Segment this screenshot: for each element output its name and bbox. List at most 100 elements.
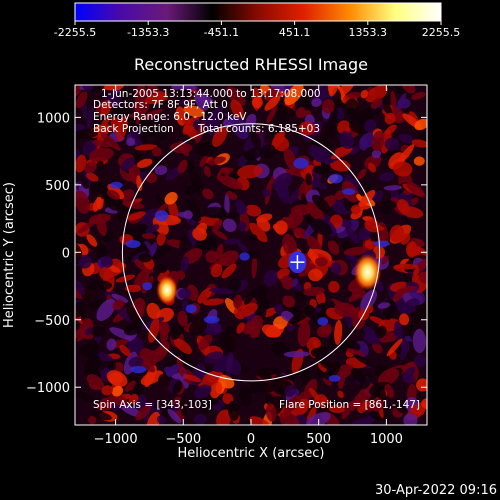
- heatmap-blob: [107, 361, 117, 371]
- heatmap-blob: [311, 98, 322, 107]
- heatmap-cold-spot: [342, 188, 356, 195]
- heatmap-blob: [261, 324, 282, 338]
- annotation-flare-position: Flare Position = [861,-147]: [279, 399, 420, 411]
- heatmap-blob: [112, 299, 125, 311]
- heatmap-blob: [171, 85, 198, 91]
- heatmap-blob: [379, 96, 393, 116]
- heatmap-blob: [353, 353, 375, 368]
- heatmap-blob: [194, 91, 210, 111]
- heatmap-blob: [153, 341, 170, 362]
- bright-source: [353, 253, 382, 292]
- heatmap-blob: [134, 259, 154, 273]
- annotation-spin-axis: Spin Axis = [343,-103]: [93, 399, 212, 411]
- heatmap-blob: [179, 398, 187, 417]
- heatmap-blob: [282, 295, 295, 308]
- heatmap-blob: [394, 263, 419, 270]
- heatmap-blob: [414, 118, 427, 131]
- heatmap-blob: [120, 157, 135, 172]
- heatmap-cold-spot: [239, 252, 250, 261]
- heatmap-blob: [315, 182, 328, 190]
- heatmap-blob: [87, 415, 97, 425]
- heatmap-blob: [86, 172, 99, 182]
- heatmap-blob: [309, 218, 332, 236]
- heatmap-blob: [254, 366, 280, 377]
- heatmap-blob: [313, 149, 325, 163]
- heatmap-blob: [281, 310, 294, 322]
- heatmap-blob: [195, 397, 219, 406]
- heatmap-blob: [281, 275, 293, 290]
- heatmap-blob: [367, 162, 377, 173]
- heatmap-blob: [396, 285, 416, 295]
- x-tick-labels: −1000 −500 0 500 1000: [94, 432, 403, 447]
- heatmap-blob: [145, 93, 165, 105]
- heatmap-blob: [86, 374, 105, 390]
- heatmap-blob: [415, 304, 427, 321]
- heatmap-blob: [339, 131, 354, 149]
- heatmap-blob: [136, 158, 153, 168]
- heatmap-blob: [192, 227, 207, 241]
- spin-axis-marker: [290, 255, 305, 270]
- heatmap-blob: [399, 313, 410, 326]
- heatmap-blob: [360, 89, 368, 99]
- heatmap-blob: [172, 403, 179, 412]
- heatmap-blob: [392, 161, 413, 177]
- heatmap-blob: [237, 221, 247, 232]
- heatmap-cold-spot: [185, 304, 197, 314]
- heatmap-blob: [228, 278, 242, 293]
- heatmap-blob: [142, 108, 163, 120]
- heatmap-blob: [249, 416, 272, 425]
- heatmap-blob: [87, 280, 113, 291]
- heatmap-blob: [298, 263, 317, 277]
- heatmap-blob: [251, 254, 258, 279]
- heatmap-blob: [282, 233, 298, 258]
- heatmap-blob: [250, 315, 264, 332]
- heatmap-blob: [358, 233, 371, 241]
- heatmap-blob: [154, 165, 168, 176]
- heatmap-blob: [306, 201, 325, 222]
- heatmap-blob: [342, 240, 353, 251]
- heatmap-blob: [412, 328, 427, 354]
- y-tick-labels: 1000 500 0 −500 −1000: [26, 111, 70, 396]
- heatmap-blob: [75, 390, 95, 402]
- heatmap-blob: [134, 144, 158, 151]
- heatmap-blob: [219, 332, 236, 353]
- heatmap-blob: [371, 149, 382, 159]
- heatmap-blob: [298, 121, 316, 136]
- heatmap-blob: [90, 325, 106, 337]
- heatmap-blob: [116, 116, 128, 142]
- y-tick-label: 500: [45, 179, 70, 194]
- heatmap-blob: [204, 351, 224, 364]
- heatmap-blob: [157, 321, 170, 336]
- heatmap-blob: [110, 106, 132, 115]
- heatmap-blob: [385, 124, 397, 135]
- heatmap-blob: [328, 280, 340, 293]
- heatmap-blob: [222, 393, 234, 405]
- heatmap-blob: [389, 224, 404, 243]
- heatmap-blob: [203, 320, 223, 336]
- heatmap-blob: [86, 234, 98, 247]
- heatmap-blob: [177, 310, 188, 327]
- heatmap-blob: [222, 218, 237, 232]
- heatmap-blob: [124, 380, 136, 392]
- heatmap-blob: [266, 104, 278, 124]
- heatmap-blob: [344, 226, 360, 244]
- heatmap-blob: [324, 360, 341, 381]
- heatmap-blob: [251, 96, 263, 109]
- heatmap-blob: [212, 229, 228, 240]
- heatmap-blob: [297, 321, 311, 347]
- heatmap-blob: [311, 194, 330, 213]
- heatmap-blob: [405, 241, 417, 257]
- colorbar-tick-label: 1353.3: [349, 26, 388, 39]
- heatmap-blob: [170, 142, 193, 154]
- heatmap-blob: [106, 370, 128, 387]
- heatmap-blob: [174, 338, 192, 354]
- heatmap-blob: [127, 211, 146, 221]
- heatmap-blob: [236, 322, 245, 334]
- heatmap-blob: [398, 133, 414, 144]
- heatmap-blob: [96, 298, 116, 321]
- heatmap-blob: [274, 132, 285, 144]
- heatmap-blob: [133, 268, 151, 289]
- heatmap-blob: [397, 98, 411, 109]
- heatmap-blob: [225, 211, 240, 219]
- heatmap-blob: [141, 233, 156, 240]
